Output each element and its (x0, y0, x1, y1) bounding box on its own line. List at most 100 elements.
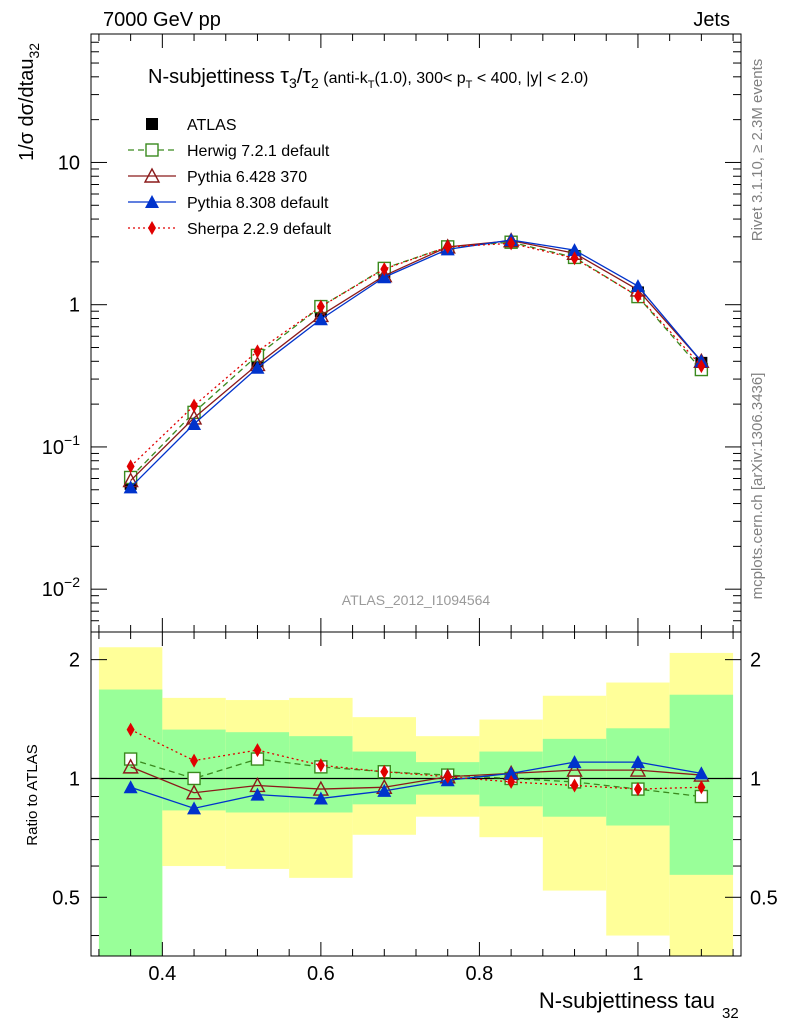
ratio-point-1-1 (185, 784, 203, 800)
x-tick-label-3: 1 (632, 963, 643, 985)
legend-marker-0 (146, 118, 158, 130)
ratio-y-tick-label-right-1: 1 (750, 768, 761, 790)
header-energy-label: 7000 GeV pp (103, 9, 221, 31)
ratio-line-2 (130, 761, 702, 810)
ratio-point-3-6 (507, 774, 516, 789)
ratio-point-2-9 (694, 766, 709, 780)
ratio-y-tick-label-right-0: 2 (750, 650, 761, 672)
ratio-point-2-2 (250, 787, 265, 801)
title-slash: / (297, 66, 303, 88)
green-band-8 (606, 728, 670, 826)
main-y-tick-label-2: 10−1 (42, 432, 80, 459)
main-point-4-0 (126, 459, 135, 474)
ratio-xlabel-text: N-subjettiness tau (539, 988, 715, 1013)
title-sub2: 2 (311, 75, 319, 91)
ratio-point-3-0 (126, 722, 135, 737)
ratio-xlabel: N-subjettiness tau (539, 988, 715, 1013)
main-point-3-3 (313, 312, 328, 326)
ratio-xlabel-sub: 32 (722, 1005, 739, 1022)
title-paren1: (anti-k (319, 70, 369, 87)
title-lead: N-subjettiness (148, 66, 280, 88)
main-y-tick-base-2: 10 (42, 437, 64, 459)
ratio-point-3-3 (316, 758, 325, 773)
ratio-point-2-6 (504, 766, 519, 780)
legend-label-2: Pythia 6.428 370 (187, 169, 307, 186)
ratio-plot-series (122, 722, 710, 815)
x-tick-label-1: 0.6 (307, 963, 335, 985)
ratio-point-3-1 (190, 753, 199, 768)
green-band-1 (162, 729, 226, 811)
ratio-point-3-2 (253, 743, 262, 758)
main-point-4-4 (380, 262, 389, 277)
ratio-point-1-0 (122, 758, 139, 774)
ratio-ylabel: Ratio to ATLAS (24, 744, 41, 845)
header-jets-label: Jets (693, 9, 730, 31)
ratio-point-3-9 (697, 780, 706, 795)
main-point-4-5 (443, 239, 452, 254)
main-point-4-8 (633, 289, 642, 304)
main-point-3-1 (187, 416, 202, 430)
legend-marker-3 (145, 195, 159, 208)
ratio-line-3 (130, 728, 702, 790)
ratio-point-3-4 (380, 764, 389, 779)
ratio-point-2-4 (377, 783, 392, 797)
main-point-4-2 (253, 344, 262, 359)
legend-label-3: Pythia 8.308 default (187, 195, 329, 212)
ratio-point-3-5 (443, 769, 452, 784)
main-y-tick-exp-3: −2 (64, 574, 80, 590)
main-point-4-6 (507, 236, 516, 251)
ratio-plot-axes: 0.4 0.6 0.8 1 2 2 1 1 0.5 0.5 (52, 631, 778, 985)
main-point-3-7 (567, 243, 582, 257)
ratio-point-3-8 (633, 782, 642, 797)
title-subT2: T (466, 79, 473, 91)
title-subT1: T (368, 79, 375, 91)
main-y-tick-exp-2: −1 (64, 432, 80, 448)
ratio-line-1 (130, 766, 702, 794)
mcplots-reference-label: mcplots.cern.ch [arXiv:1306.3436] (749, 373, 766, 600)
ratio-point-1-8 (629, 761, 647, 777)
title-paren3: < 400, |y| < 2.0) (472, 70, 588, 87)
title-paren2: (1.0), 300< p (374, 70, 465, 87)
legend-label-4: Sherpa 2.2.9 default (187, 221, 332, 238)
title-tau-a: τ (280, 63, 289, 88)
main-line-4 (130, 242, 702, 467)
title-sub3: 3 (289, 75, 297, 91)
ratio-point-1-7 (566, 761, 583, 777)
main-ylabel-text: 1/σ dσ/dtau (16, 59, 38, 162)
main-line-2 (130, 239, 702, 482)
main-y-tick-label-3: 10−2 (42, 574, 80, 601)
legend-marker-1 (145, 143, 159, 157)
analysis-watermark: ATLAS_2012_I1094564 (342, 592, 491, 608)
main-point-3-4 (377, 270, 392, 284)
main-point-3-8 (630, 279, 645, 293)
title-tau-b: τ (302, 63, 311, 88)
main-y-tick-label-1: 1 (69, 295, 80, 317)
ratio-y-tick-label-left-1: 1 (69, 768, 80, 790)
ratio-point-0-1 (187, 771, 201, 786)
ratio-point-2-3 (313, 791, 328, 805)
main-point-4-7 (570, 251, 579, 266)
legend-marker-4 (148, 221, 156, 235)
ratio-line-0 (130, 758, 702, 798)
main-point-4-1 (190, 398, 199, 413)
ratio-point-2-1 (187, 801, 202, 815)
main-y-tick-base-3: 10 (42, 579, 64, 601)
legend-marker-2 (143, 167, 161, 183)
main-point-4-3 (316, 299, 325, 314)
main-ylabel: 1/σ dσ/dtau32 (16, 43, 42, 161)
main-point-3-0 (123, 480, 138, 494)
main-ylabel-sub: 32 (26, 43, 42, 59)
main-title: N-subjettiness τ3/τ2 (anti-kT(1.0), 300<… (148, 63, 588, 91)
ratio-y-tick-label-left-0: 2 (69, 650, 80, 672)
legend-label-1: Herwig 7.2.1 default (187, 143, 330, 160)
main-point-4-9 (697, 359, 706, 374)
legend-label-0: ATLAS (187, 117, 237, 134)
ratio-y-tick-label-right-2: 0.5 (750, 887, 778, 909)
main-plot-series (122, 232, 710, 494)
ratio-y-tick-label-left-2: 0.5 (52, 887, 80, 909)
main-line-3 (130, 239, 702, 488)
x-tick-label-2: 0.8 (466, 963, 494, 985)
ratio-point-2-0 (123, 780, 138, 794)
